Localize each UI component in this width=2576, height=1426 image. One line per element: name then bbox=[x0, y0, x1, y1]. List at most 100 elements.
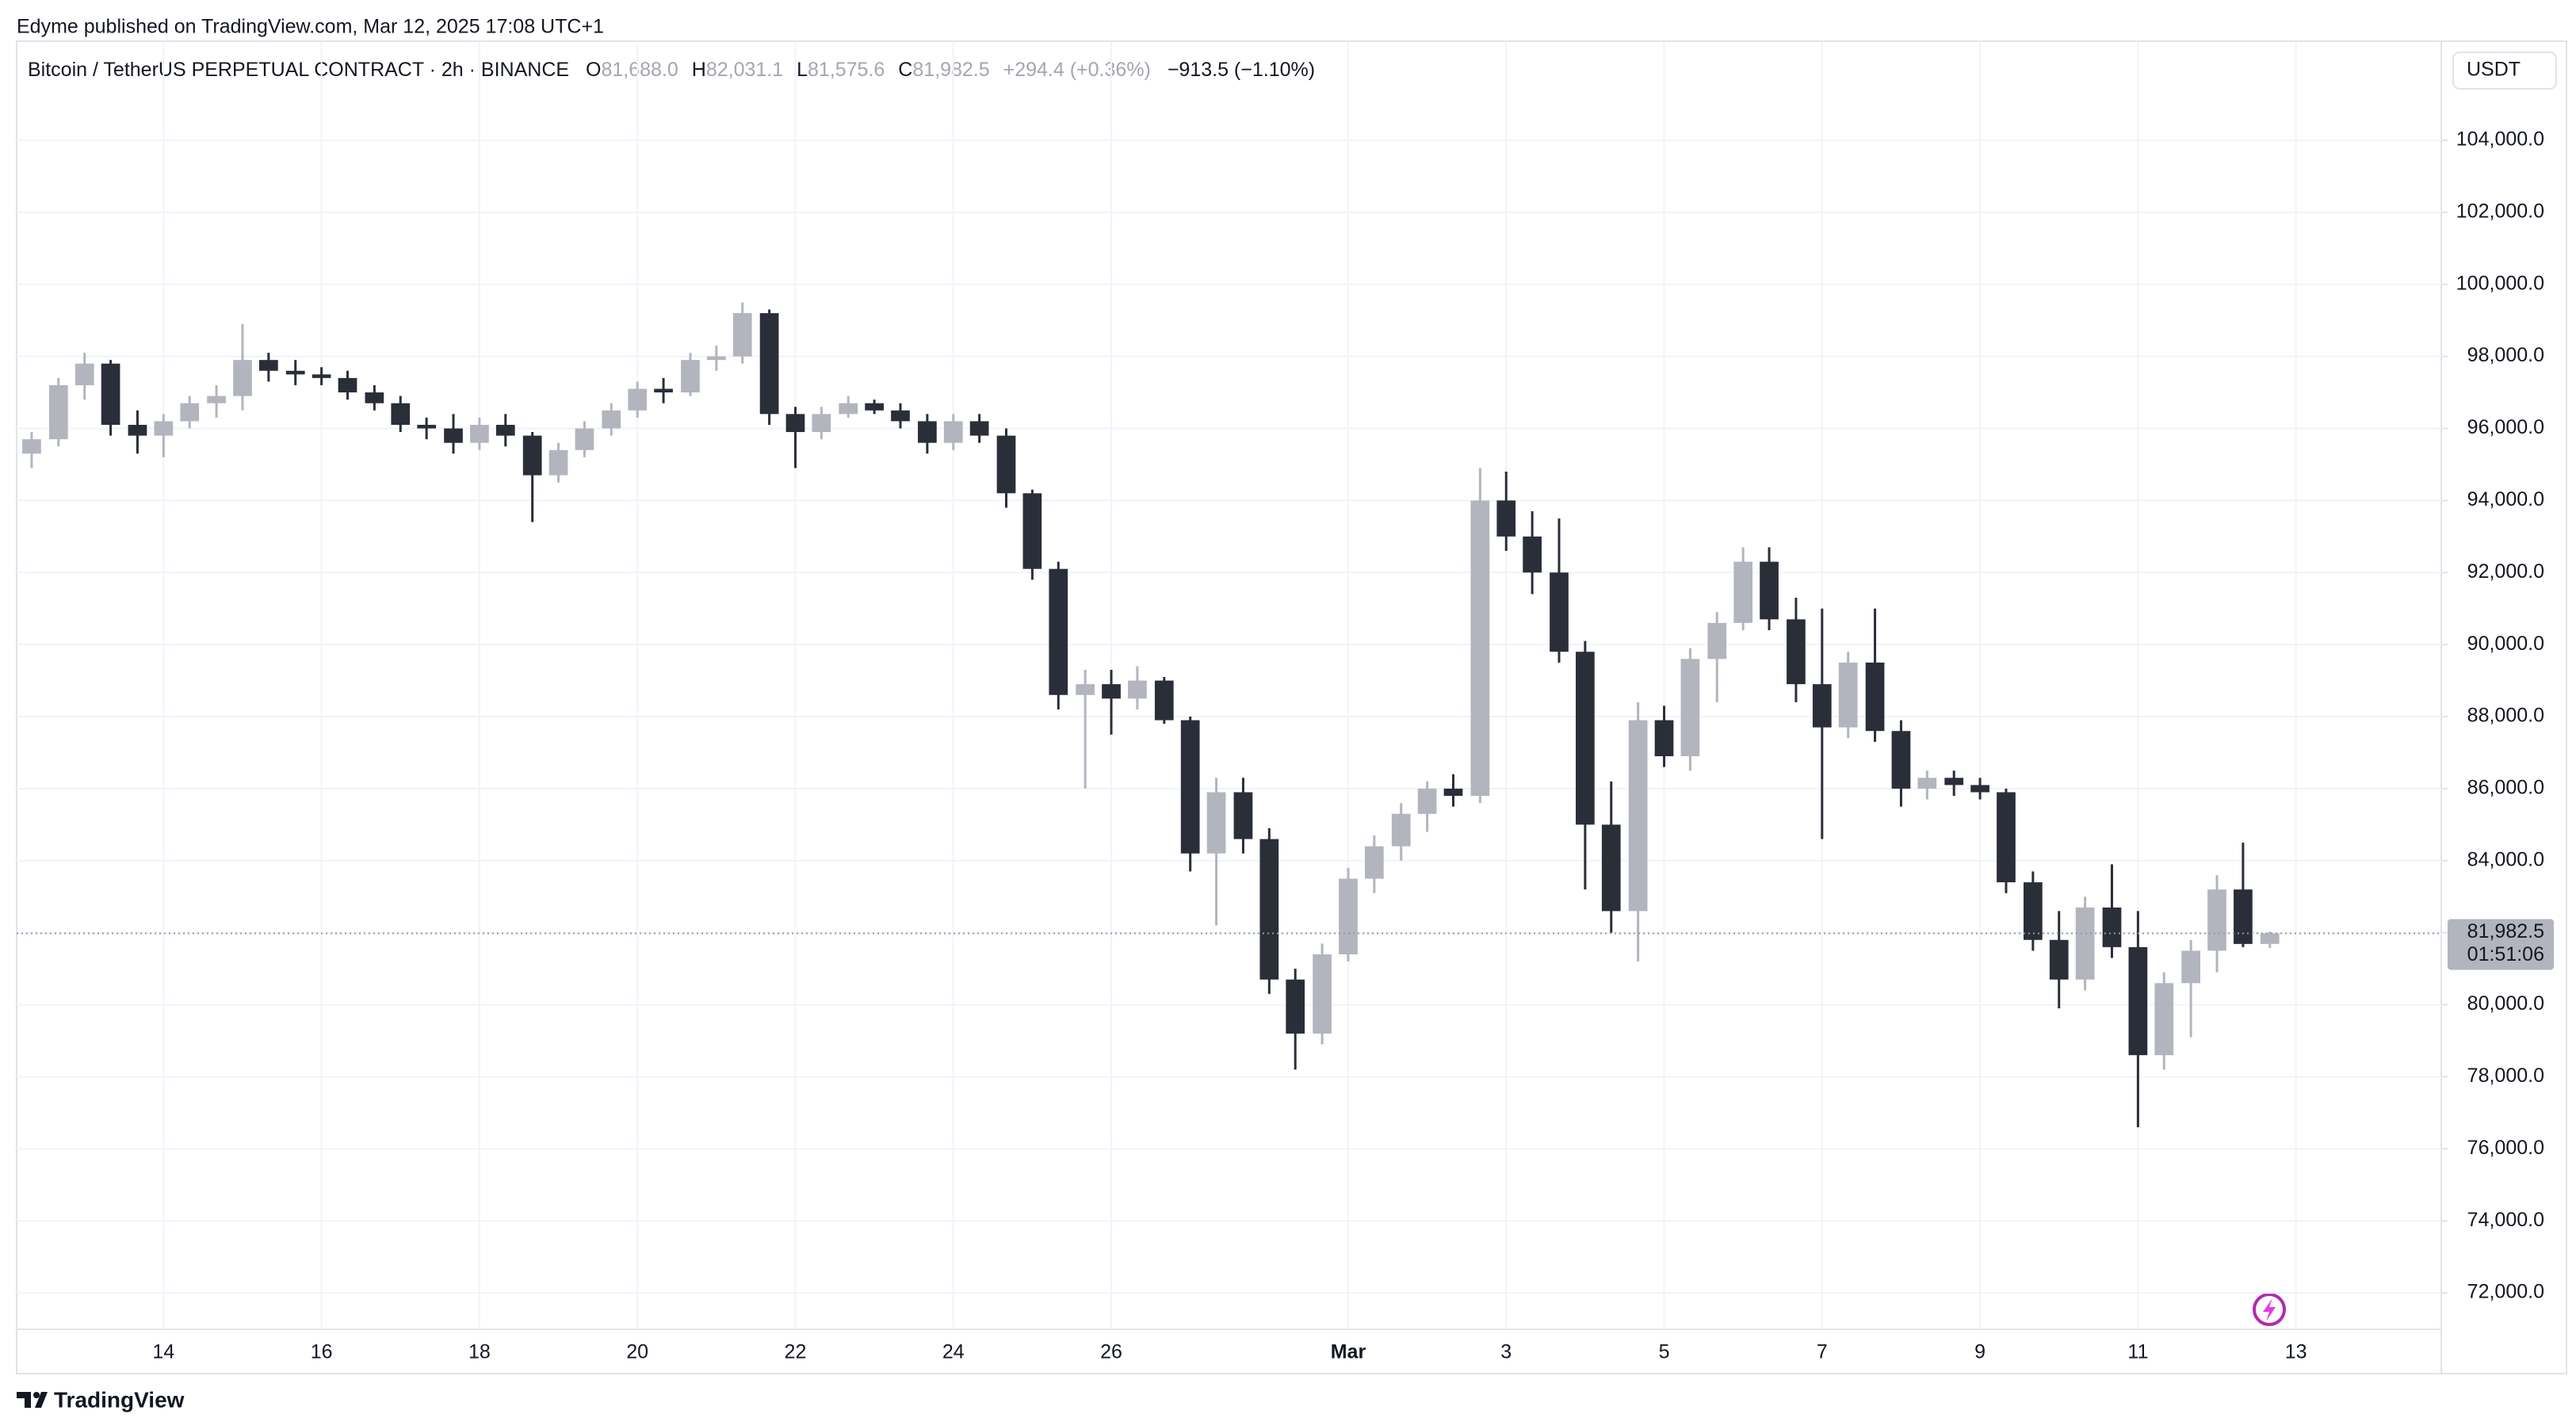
x-tick-label: 14 bbox=[152, 1341, 174, 1363]
ohlc-value: 81,575.6 bbox=[808, 59, 885, 81]
candle-body bbox=[865, 403, 884, 411]
y-tick-label: 76,000.0 bbox=[2467, 1137, 2544, 1159]
candle-body bbox=[311, 374, 331, 378]
candle-body bbox=[2128, 946, 2148, 1056]
currency[interactable]: USDT bbox=[2467, 59, 2521, 81]
candle-body bbox=[2207, 889, 2226, 951]
x-tick-label: 26 bbox=[1100, 1341, 1122, 1363]
candle-body bbox=[1233, 792, 1253, 839]
lightning-icon[interactable] bbox=[2253, 1293, 2286, 1326]
x-tick-label: Mar bbox=[1331, 1341, 1366, 1363]
candle-body bbox=[628, 388, 648, 411]
candle-body bbox=[391, 403, 411, 425]
x-tick-label: 16 bbox=[311, 1341, 333, 1363]
candle-body bbox=[1391, 813, 1411, 847]
x-tick-label: 13 bbox=[2285, 1341, 2307, 1363]
candle-body bbox=[285, 370, 305, 375]
x-tick-label: 24 bbox=[942, 1341, 965, 1363]
candle-body bbox=[444, 428, 463, 443]
legend: Bitcoin / TetherUS PERPETUAL CONTRACT · … bbox=[28, 59, 1315, 81]
candle-body bbox=[785, 414, 805, 433]
candle-body bbox=[22, 439, 41, 454]
y-tick-label: 80,000.0 bbox=[2467, 992, 2544, 1015]
candle-body bbox=[1865, 662, 1885, 732]
candle-body bbox=[1601, 824, 1621, 912]
candle-body bbox=[839, 403, 858, 415]
candle-body bbox=[2075, 907, 2095, 980]
candle-body bbox=[233, 360, 252, 396]
candle-body bbox=[759, 313, 779, 415]
chart-frame bbox=[16, 40, 2567, 1374]
x-tick-label: 22 bbox=[785, 1341, 807, 1363]
candle-body bbox=[706, 356, 726, 361]
candle-body bbox=[1496, 500, 1516, 537]
y-tick-label: 102,000.0 bbox=[2456, 200, 2544, 222]
candle-body bbox=[732, 313, 752, 357]
logo[interactable] bbox=[17, 1392, 48, 1408]
x-tick-label: 20 bbox=[626, 1341, 648, 1363]
candle-body bbox=[1838, 662, 1858, 728]
candle-body bbox=[1180, 720, 1200, 854]
last-price-label: 81,982.5 bbox=[2467, 920, 2544, 942]
candle-body bbox=[1707, 622, 1727, 659]
candle-body bbox=[75, 363, 94, 385]
candle-body bbox=[1970, 785, 1989, 793]
y-tick-label: 78,000.0 bbox=[2467, 1065, 2544, 1087]
y-tick-label: 72,000.0 bbox=[2467, 1281, 2544, 1303]
candle-body bbox=[1550, 572, 1569, 652]
x-tick-label: 5 bbox=[1659, 1341, 1670, 1363]
candle-body bbox=[1760, 561, 1779, 620]
y-tick-label: 104,000.0 bbox=[2456, 128, 2544, 151]
candle-body bbox=[1049, 568, 1068, 695]
y-tick-label: 98,000.0 bbox=[2467, 344, 2544, 366]
y-tick-label: 96,000.0 bbox=[2467, 416, 2544, 438]
candle-body bbox=[180, 403, 200, 422]
candle-body bbox=[812, 414, 831, 433]
day-change: −913.5 (−1.10%) bbox=[1168, 59, 1315, 81]
candle-body bbox=[1102, 684, 1121, 699]
candle-body bbox=[1339, 878, 1358, 954]
currency-button[interactable] bbox=[2452, 52, 2557, 90]
candle-body bbox=[1787, 619, 1806, 685]
candle-body bbox=[207, 396, 226, 403]
brand[interactable]: TradingView bbox=[54, 1387, 185, 1412]
y-tick-label: 100,000.0 bbox=[2456, 272, 2544, 294]
candle-body bbox=[1654, 720, 1674, 757]
candle-body bbox=[1944, 778, 1964, 786]
candle-body bbox=[1313, 954, 1332, 1034]
x-tick-label: 9 bbox=[1974, 1341, 1986, 1363]
candle-body bbox=[101, 363, 120, 425]
candle-body bbox=[602, 410, 621, 429]
x-tick-label: 7 bbox=[1817, 1341, 1828, 1363]
candle-body bbox=[918, 421, 937, 443]
candle-body bbox=[1680, 659, 1700, 757]
candle-body bbox=[1576, 652, 1595, 825]
candle-body bbox=[1470, 500, 1490, 797]
ohlc-value: 82,031.1 bbox=[706, 59, 783, 81]
candle-body bbox=[1812, 684, 1832, 728]
candle-body bbox=[495, 424, 515, 436]
y-tick-label: 84,000.0 bbox=[2467, 848, 2544, 870]
candle-body bbox=[1523, 536, 1542, 573]
candle-body bbox=[1733, 561, 1753, 623]
countdown: 01:51:06 bbox=[2467, 943, 2544, 965]
candle-body bbox=[1286, 979, 1305, 1034]
symbol: Bitcoin / TetherUS PERPETUAL CONTRACT · … bbox=[28, 59, 569, 81]
candle-body bbox=[2049, 939, 2069, 980]
candle-body bbox=[154, 421, 174, 436]
ohlc-key: H bbox=[692, 59, 706, 81]
y-tick-label: 90,000.0 bbox=[2467, 633, 2544, 655]
candle-body bbox=[1022, 493, 1042, 569]
candle-body bbox=[654, 388, 673, 393]
candle-body bbox=[2154, 983, 2174, 1056]
candle-body bbox=[48, 384, 68, 440]
candle-body bbox=[2181, 950, 2200, 984]
candle-body bbox=[548, 449, 568, 476]
y-tick-label: 94,000.0 bbox=[2467, 488, 2544, 510]
grid bbox=[17, 41, 2441, 1329]
candle-body bbox=[128, 424, 147, 436]
candle-body bbox=[575, 428, 594, 450]
x-tick-label: 3 bbox=[1500, 1341, 1512, 1363]
